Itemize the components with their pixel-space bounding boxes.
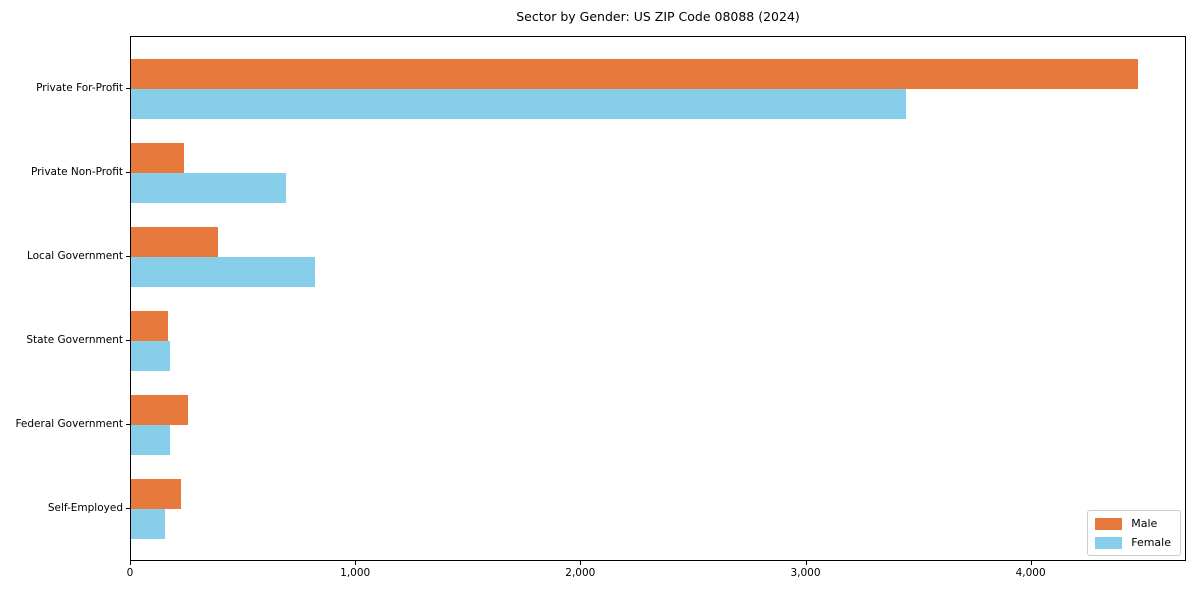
bar-male-private-non-profit <box>131 143 184 173</box>
legend-swatch-female <box>1095 536 1123 549</box>
x-tick-label-1000: 1,000 <box>340 567 371 579</box>
x-tick-label-3000: 3,000 <box>790 567 821 579</box>
x-tick-label-4000: 4,000 <box>1015 567 1046 579</box>
y-tick-label-private-non-profit: Private Non-Profit <box>30 166 123 178</box>
y-tick-mark <box>126 256 130 257</box>
bar-female-private-for-profit <box>131 89 906 119</box>
y-tick-mark <box>126 424 130 425</box>
bar-female-self-employed <box>131 509 165 539</box>
legend-swatch-male <box>1095 517 1123 530</box>
x-tick-mark <box>130 561 131 565</box>
bar-male-local-government <box>131 227 218 257</box>
legend-label-male: Male <box>1131 517 1158 530</box>
x-tick-label-0: 0 <box>126 567 134 579</box>
plot-area: Male Female <box>130 36 1186 561</box>
y-tick-label-federal-government: Federal Government <box>15 418 123 430</box>
x-tick-label-2000: 2,000 <box>565 567 596 579</box>
bar-female-local-government <box>131 257 315 287</box>
x-tick-mark <box>1030 561 1032 565</box>
legend: Male Female <box>1087 510 1181 556</box>
x-tick-mark <box>580 561 582 565</box>
bar-female-state-government <box>131 341 171 371</box>
bar-female-private-non-profit <box>131 173 287 203</box>
legend-label-female: Female <box>1131 536 1171 549</box>
chart-title: Sector by Gender: US ZIP Code 08088 (202… <box>516 9 800 24</box>
bar-male-federal-government <box>131 395 189 425</box>
x-tick-mark <box>355 561 357 565</box>
x-tick-mark <box>805 561 807 565</box>
bar-male-state-government <box>131 311 169 341</box>
bar-male-self-employed <box>131 479 181 509</box>
y-tick-label-private-for-profit: Private For-Profit <box>36 82 123 94</box>
y-tick-mark <box>126 88 130 89</box>
bar-female-federal-government <box>131 425 171 455</box>
legend-entry-male: Male <box>1095 517 1171 530</box>
y-tick-mark <box>126 340 130 341</box>
legend-entry-female: Female <box>1095 536 1171 549</box>
y-tick-mark <box>126 508 130 509</box>
y-tick-label-state-government: State Government <box>26 334 123 346</box>
y-tick-label-local-government: Local Government <box>26 250 123 262</box>
bar-male-private-for-profit <box>131 59 1138 89</box>
y-tick-label-self-employed: Self-Employed <box>47 502 123 514</box>
y-tick-mark <box>126 172 130 173</box>
